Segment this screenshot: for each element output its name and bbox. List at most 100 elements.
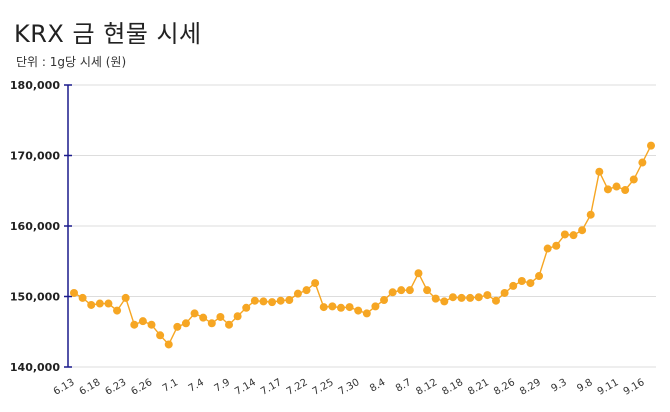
data-point <box>164 340 173 349</box>
data-point <box>517 276 526 285</box>
data-point <box>612 182 621 191</box>
data-point <box>578 226 587 235</box>
data-point <box>268 298 277 307</box>
x-tick-label: 8.21 <box>466 377 491 398</box>
data-point <box>130 320 139 329</box>
data-point <box>242 303 251 312</box>
x-tick-label: 8.7 <box>394 377 413 394</box>
y-tick-label: 170,000 <box>10 150 60 163</box>
data-point <box>250 296 259 305</box>
data-point <box>362 309 371 318</box>
x-tick-label: 8.18 <box>440 377 465 398</box>
data-point <box>526 279 535 288</box>
data-point <box>638 158 647 167</box>
data-point <box>543 244 552 253</box>
x-tick-labels: 6.13 6.18 6.23 6.26 7.1 7.4 7.9 7.14 7.17 7.22 7.2… <box>52 377 647 398</box>
data-point <box>440 297 449 306</box>
data-point <box>113 306 122 315</box>
x-tick-label: 7.1 <box>161 377 180 394</box>
data-point <box>586 210 595 219</box>
data-points <box>70 141 655 349</box>
x-tick-label: 9.16 <box>622 377 647 398</box>
data-point <box>466 293 475 302</box>
data-point <box>181 319 190 328</box>
y-tick-labels: 140,000 150,000 160,000 170,000 180,000 <box>10 79 60 374</box>
data-point <box>87 300 96 309</box>
data-point <box>147 320 156 329</box>
chart-title: KRX 금 현물 시세 <box>14 20 202 48</box>
x-tick-label: 7.9 <box>213 377 232 394</box>
data-point <box>199 313 208 322</box>
data-point <box>535 272 544 281</box>
data-point <box>397 286 406 295</box>
grid-lines <box>68 84 656 368</box>
data-point <box>457 293 466 302</box>
data-point <box>560 230 569 239</box>
data-point <box>569 231 578 240</box>
data-point <box>336 303 345 312</box>
x-tick-label: 6.23 <box>104 377 129 398</box>
data-point <box>319 303 328 312</box>
data-point <box>121 293 130 302</box>
x-tick-label: 9.11 <box>596 377 621 398</box>
data-point <box>293 289 302 298</box>
data-point <box>207 319 216 328</box>
data-point <box>173 322 182 331</box>
data-point <box>388 288 397 297</box>
y-tick-label: 140,000 <box>10 361 60 374</box>
data-point <box>138 317 147 326</box>
data-point <box>285 296 294 305</box>
data-point <box>276 296 285 305</box>
y-tick-label: 160,000 <box>10 220 60 233</box>
x-tick-label: 7.22 <box>285 377 310 398</box>
y-tick-label: 150,000 <box>10 291 60 304</box>
x-tick-label: 9.8 <box>575 377 594 394</box>
data-point <box>156 331 165 340</box>
series-line <box>73 145 652 346</box>
data-point <box>431 294 440 303</box>
x-tick-label: 7.4 <box>187 377 206 394</box>
x-tick-label: 7.17 <box>259 377 284 398</box>
data-point <box>414 269 423 278</box>
x-tick-label: 7.25 <box>311 377 336 398</box>
data-point <box>595 167 604 176</box>
y-tick-label: 180,000 <box>10 79 60 92</box>
x-tick-label: 7.14 <box>233 377 258 398</box>
data-point <box>474 293 483 302</box>
data-point <box>78 293 87 302</box>
x-tick-label: 8.29 <box>518 377 543 398</box>
chart-subtitle: 단위 : 1g당 시세 (원) <box>16 55 127 69</box>
data-point <box>405 286 414 295</box>
data-point <box>500 288 509 297</box>
x-tick-label: 9.3 <box>549 377 568 394</box>
x-tick-label: 8.4 <box>368 377 387 394</box>
data-point <box>328 302 337 311</box>
data-point <box>629 175 638 184</box>
x-tick-label: 6.13 <box>52 377 77 398</box>
data-point <box>190 309 199 318</box>
data-point <box>491 296 500 305</box>
data-point <box>345 303 354 312</box>
data-point <box>216 312 225 321</box>
y-axis <box>64 84 72 368</box>
data-point <box>354 306 363 315</box>
data-point <box>233 312 242 321</box>
data-point <box>448 293 457 302</box>
data-point <box>371 302 380 311</box>
x-tick-label: 8.12 <box>414 377 439 398</box>
data-point <box>483 291 492 300</box>
data-point <box>423 286 432 295</box>
data-point <box>647 141 655 150</box>
data-point <box>552 241 561 250</box>
data-point <box>603 185 612 194</box>
data-point <box>380 296 389 305</box>
data-point <box>225 320 234 329</box>
data-point <box>95 299 104 308</box>
data-point <box>621 186 630 195</box>
data-point <box>259 297 268 306</box>
x-tick-label: 6.26 <box>129 377 154 398</box>
x-tick-label: 8.26 <box>492 377 517 398</box>
x-tick-label: 7.30 <box>337 377 362 398</box>
data-point <box>302 286 311 295</box>
